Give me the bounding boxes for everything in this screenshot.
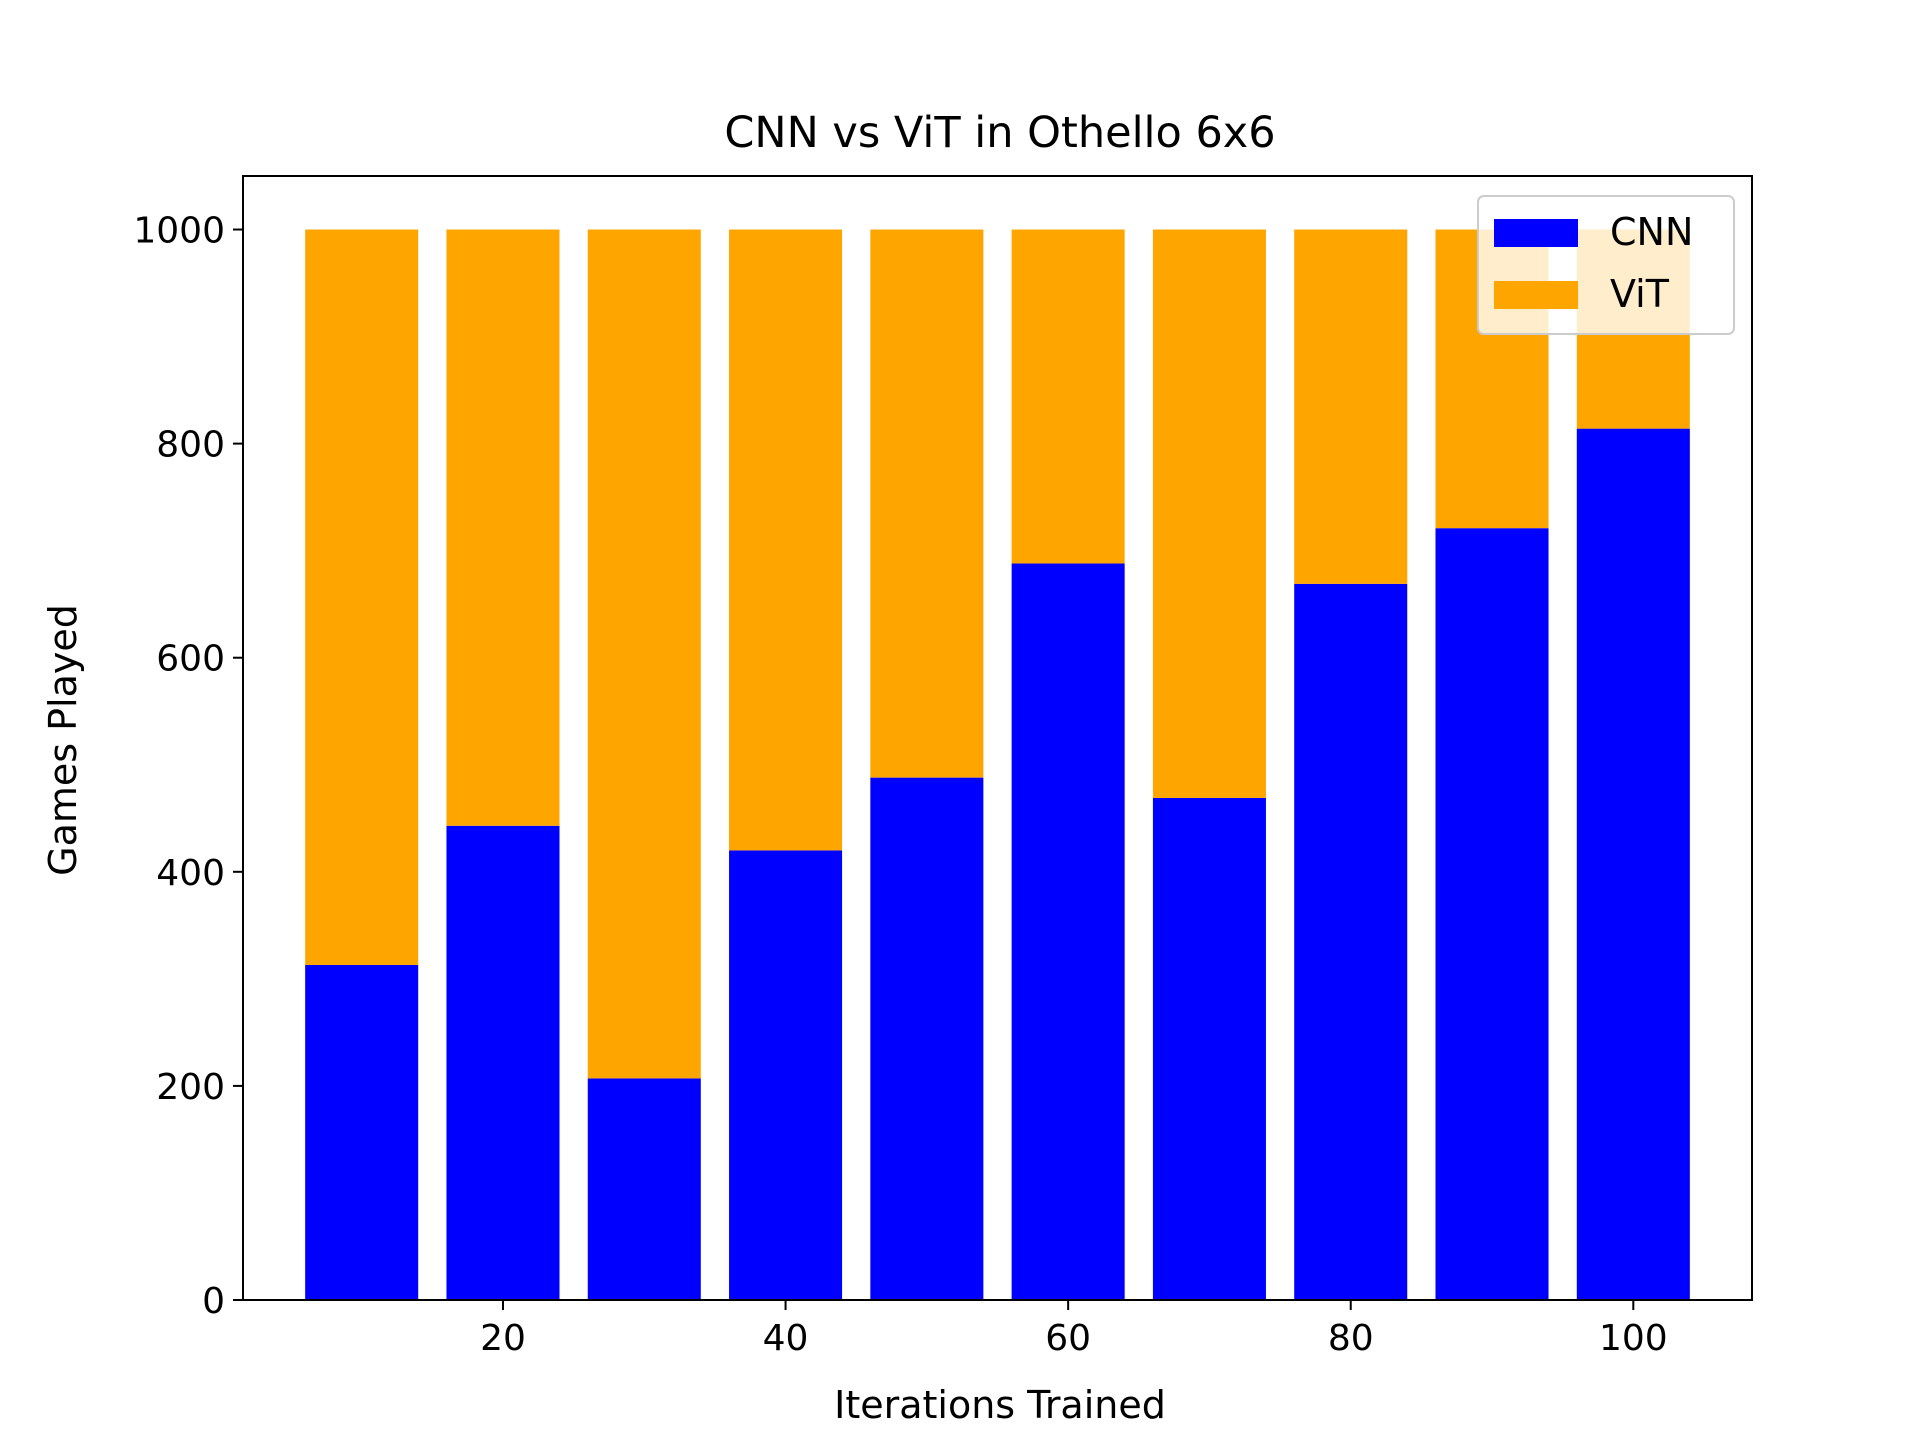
y-tick-label-800: 800 [156,425,225,466]
y-tick-label-400: 400 [156,853,225,894]
bar-vit-10 [305,229,419,965]
x-tick-label-60: 60 [1045,1318,1091,1359]
x-axis-label: Iterations Trained [834,1383,1166,1427]
x-tick-label-20: 20 [480,1318,526,1359]
bar-cnn-10 [305,964,419,1300]
legend-swatch-vit [1494,281,1578,309]
legend: CNN ViT [1477,195,1735,335]
bar-vit-20 [446,229,560,826]
bar-vit-50 [870,229,984,778]
bars-group [305,229,1690,1300]
bar-vit-40 [729,229,843,851]
y-tick-label-0: 0 [202,1281,225,1322]
y-tick-label-200: 200 [156,1067,225,1108]
bar-vit-30 [587,229,701,1079]
bar-vit-80 [1294,229,1408,584]
legend-label-vit: ViT [1610,272,1670,316]
bar-cnn-70 [1152,797,1266,1300]
chart-title: CNN vs ViT in Othello 6x6 [724,108,1275,158]
bar-cnn-40 [729,850,843,1300]
x-tick-label-40: 40 [763,1318,809,1359]
legend-box [1477,195,1735,335]
y-axis-label: Games Played [41,604,85,876]
x-tick-label-80: 80 [1328,1318,1374,1359]
legend-swatch-cnn [1494,219,1578,247]
bar-vit-70 [1152,229,1266,798]
bar-cnn-50 [870,777,984,1300]
bar-cnn-60 [1011,563,1125,1300]
bar-cnn-90 [1435,528,1549,1300]
bar-cnn-30 [587,1078,701,1300]
y-tick-label-1000: 1000 [133,211,225,252]
plot-frame [242,175,1753,1301]
bar-cnn-100 [1576,428,1690,1300]
x-tick-label-100: 100 [1599,1318,1668,1359]
bar-cnn-80 [1294,583,1408,1300]
legend-label-cnn: CNN [1610,210,1693,254]
y-tick-label-600: 600 [156,639,225,680]
bar-cnn-20 [446,825,560,1300]
bar-vit-60 [1011,229,1125,564]
